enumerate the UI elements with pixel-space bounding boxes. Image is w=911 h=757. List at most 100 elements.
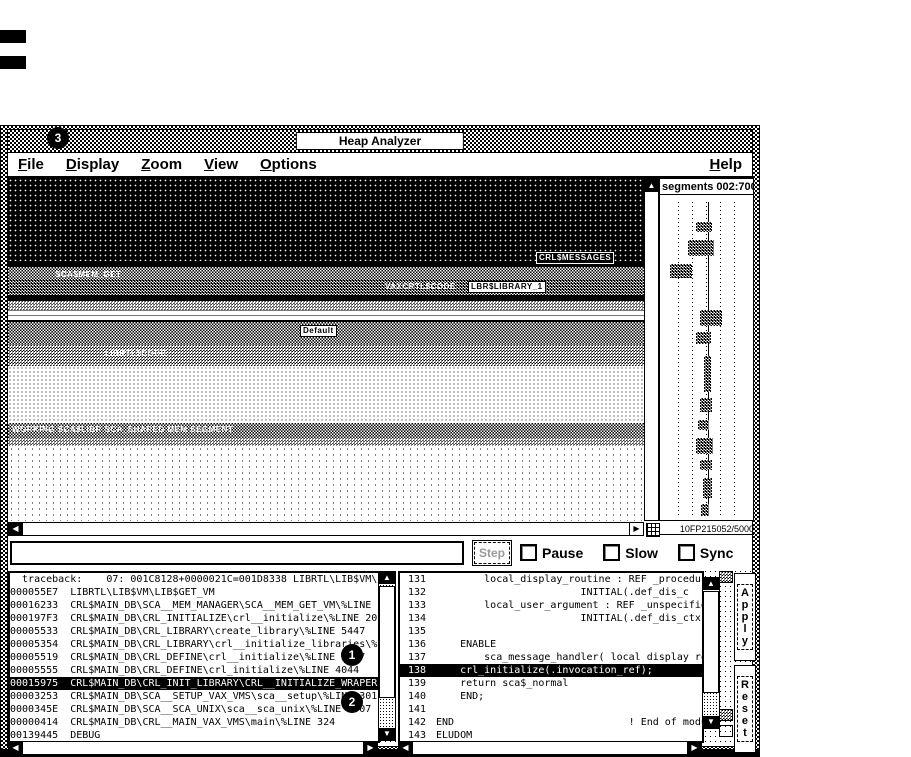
scroll-up-icon[interactable]: ▲ (379, 572, 395, 584)
source-line[interactable]: 136 ENABLE (400, 638, 702, 651)
source-line[interactable]: 132 INITIAL(.def_dis_c (400, 586, 702, 599)
traceback-row[interactable]: 000197F3 CRL$MAIN_DB\CRL_INITIALIZE\crl_… (10, 613, 378, 624)
scroll-up-icon[interactable]: ▲ (645, 179, 658, 192)
segments-plot[interactable] (660, 198, 753, 520)
scrollbar-track[interactable] (703, 590, 719, 716)
source-line[interactable]: 133 local_user_argument : REF _unspecifi… (400, 599, 702, 612)
traceback-horizontal-scrollbar[interactable]: ◀ ▶ (8, 741, 378, 755)
menu-item-file[interactable]: File (18, 156, 44, 173)
traceback-row[interactable]: 00005555 CRL$MAIN_DB\CRL_DEFINE\crl_init… (10, 665, 360, 676)
control-row: Step Pause Slow Sync (8, 536, 752, 569)
scroll-right-icon[interactable]: ▶ (364, 742, 377, 754)
scrollbar-thumb[interactable] (22, 742, 364, 754)
menu-item-help[interactable]: Help (709, 156, 742, 173)
source-line-text: END ! End of module (436, 717, 702, 728)
segments-panel: segments 002:7000 (659, 178, 754, 521)
checkbox-box[interactable] (603, 544, 621, 561)
traceback-row[interactable]: 0000345E CRL$MAIN_DB\SCA__SCA_UNIX\sca__… (10, 704, 372, 715)
source-line[interactable]: 140 END; (400, 690, 702, 703)
title-bar[interactable]: Heap Analyzer (8, 130, 752, 153)
scroll-down-icon[interactable]: ▼ (703, 716, 719, 728)
window-body: Heap Analyzer File Display Zoom View Options… (7, 129, 756, 755)
source-line[interactable]: 138 crl_initialize(.invocation_ref); (400, 664, 702, 677)
source-line-text: return sca$_normal (436, 678, 569, 689)
source-vertical-scrollbar[interactable]: ▲ ▼ (702, 577, 720, 729)
source-line-number: 133 (407, 600, 426, 611)
traceback-row[interactable]: 00000414 CRL$MAIN_DB\CRL__MAIN_VAX_VMS\m… (10, 717, 336, 728)
bottom-area: traceback: 07: 001C8128+0000021C=001D833… (8, 569, 756, 755)
source-line[interactable]: 141 (400, 703, 702, 716)
menu-item-options[interactable]: Options (260, 156, 317, 173)
source-horizontal-scrollbar[interactable]: ◀ ▶ (398, 741, 702, 755)
step-button[interactable]: Step (472, 539, 512, 566)
scroll-left-icon[interactable]: ◀ (9, 742, 22, 754)
source-line-text: INITIAL(.def_dis_ctx (436, 613, 701, 624)
traceback-row[interactable]: 00015975 CRL$MAIN_DB\CRL_INIT_LIBRARY\CR… (10, 677, 378, 690)
scroll-left-icon[interactable]: ◀ (9, 523, 22, 535)
source-line-number: 137 (407, 652, 426, 663)
traceback-row[interactable]: 00139445 DEBUG (10, 730, 101, 741)
scroll-right-icon[interactable]: ▶ (688, 742, 701, 754)
scroll-left-icon[interactable]: ◀ (399, 742, 412, 754)
menu-mnemonic: H (709, 156, 721, 173)
scroll-up-icon[interactable]: ▲ (703, 578, 719, 590)
memory-map-band (8, 366, 644, 423)
panel-mini-icon-2[interactable] (719, 725, 733, 737)
source-line[interactable]: 131 local_display_routine : REF _procedu… (400, 573, 702, 586)
annotation-marker-1: 1 (341, 644, 363, 666)
panel-mini-icon-1[interactable] (719, 709, 733, 721)
checkbox-sync[interactable]: Sync (677, 544, 733, 561)
memory-map-vertical-scrollbar[interactable]: ▲ (644, 178, 659, 521)
source-line[interactable]: 143 ELUDOM (400, 729, 702, 741)
segment-blob (670, 264, 692, 278)
window-frame-bottom[interactable] (0, 749, 760, 757)
traceback-row[interactable]: 00016233 CRL$MAIN_DB\SCA__MEM_MANAGER\SC… (10, 600, 378, 611)
scrollbar-track[interactable] (379, 584, 395, 728)
source-line[interactable]: 137 sca_message_handler( local display r… (400, 651, 702, 664)
segment-blob (700, 310, 722, 326)
source-line-text: crl_initialize(.invocation_ref); (436, 665, 653, 676)
scrollbar-thumb[interactable] (412, 742, 688, 754)
menu-item-view[interactable]: View (204, 156, 238, 173)
memory-map-band (8, 438, 644, 446)
scrollbar-thumb[interactable] (22, 523, 630, 535)
menu-item-display[interactable]: Display (65, 156, 120, 173)
traceback-row[interactable]: 00005519 CRL$MAIN_DB\CRL_DEFINE\crl__ini… (10, 652, 366, 663)
checkbox-box[interactable] (520, 544, 537, 561)
panel-window-icon[interactable] (719, 571, 733, 583)
memory-map-view[interactable]: CRL$MESSAGES SCA$MEM_GET VAXCRTL$CODE LBR$L… (8, 178, 644, 521)
source-panel[interactable]: 131 local_display_routine : REF _procedu… (398, 571, 704, 743)
source-line-number: 134 (407, 613, 426, 624)
memory-map-band (8, 423, 644, 438)
source-line[interactable]: 134 INITIAL(.def_dis_ctx (400, 612, 702, 625)
scroll-right-icon[interactable]: ▶ (633, 524, 640, 533)
scrollbar-thumb[interactable] (703, 591, 719, 693)
checkbox-box[interactable] (677, 544, 695, 561)
traceback-row[interactable]: 00005533 CRL$MAIN_DB\CRL_LIBRARY\create_… (10, 626, 366, 637)
source-line-number: 139 (407, 678, 426, 689)
scrollbar-thumb[interactable] (379, 586, 395, 698)
traceback-vertical-scrollbar[interactable]: ▲ ▼ (378, 571, 396, 741)
memory-map-horizontal-scrollbar[interactable]: ◀ ▶ (8, 522, 644, 536)
segments-panel-title: segments 002:7000 (660, 181, 753, 195)
source-line-text: INITIAL(.def_dis_c (436, 587, 689, 598)
traceback-row[interactable]: 00003253 CRL$MAIN_DB\SCA__SETUP_VAX_VMS\… (10, 691, 378, 702)
command-input[interactable] (10, 540, 464, 565)
menu-item-zoom[interactable]: Zoom (141, 156, 183, 173)
traceback-panel[interactable]: traceback: 07: 001C8128+0000021C=001D833… (8, 571, 380, 743)
checkbox-slow[interactable]: Slow (603, 544, 658, 561)
source-line[interactable]: 135 (400, 625, 702, 638)
memory-map-band (8, 345, 644, 366)
traceback-row[interactable]: 000055E7 LIBRTL\LIB$VM\LIB$GET_VM (10, 587, 215, 598)
traceback-row[interactable]: 00005354 CRL$MAIN_DB\CRL_LIBRARY\crl__in… (10, 639, 378, 650)
grid-icon[interactable] (646, 523, 660, 537)
source-line[interactable]: 139 return sca$_normal (400, 677, 702, 690)
checkbox-label: Pause (542, 544, 584, 561)
checkbox-pause[interactable]: Pause (520, 544, 583, 561)
scroll-down-icon[interactable]: ▼ (379, 728, 395, 740)
source-line[interactable]: 142 END ! End of module (400, 716, 702, 729)
memory-map-label: WORKING SCA$LIBR SCA_SHARED MEM SEGMENT (12, 425, 234, 434)
